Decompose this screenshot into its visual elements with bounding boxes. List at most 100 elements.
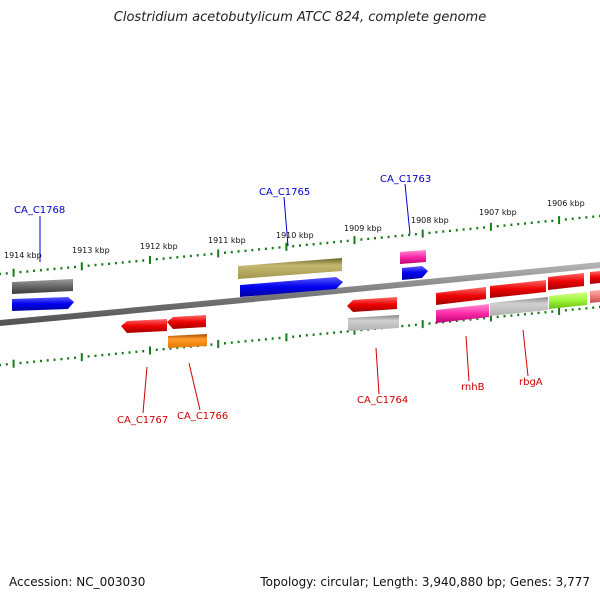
scale-tick-minor <box>346 330 349 333</box>
scale-tick-minor <box>292 335 295 338</box>
scale-tick-minor <box>428 322 431 325</box>
gene-blue-3[interactable] <box>402 266 428 280</box>
gene-rnhB[interactable] <box>436 304 489 323</box>
scale-label-1913: 1913 kbp <box>72 246 110 255</box>
scale-tick-minor <box>571 308 574 311</box>
scale-tick-minor <box>162 257 165 260</box>
accession-text: Accession: NC_003030 <box>9 575 146 589</box>
label-CA_C1765[interactable]: CA_C1765 <box>259 187 310 198</box>
scale-tick-minor <box>19 361 22 365</box>
label-CA_C1768[interactable]: CA_C1768 <box>14 205 65 216</box>
scale-tick-minor <box>114 352 117 355</box>
scale-tick-minor <box>449 229 451 233</box>
gene-red-e[interactable] <box>167 315 206 329</box>
scale-tick-major <box>489 222 492 231</box>
gene-red-f[interactable] <box>347 297 397 312</box>
gene-CA_C1768[interactable] <box>12 279 73 294</box>
scale-tick-minor <box>442 230 445 233</box>
scale-tick-minor <box>455 319 458 322</box>
gene-blue-2[interactable] <box>240 277 343 297</box>
gene-lime[interactable] <box>549 292 587 309</box>
genome-title: Clostridium acetobutylicum ATCC 824, com… <box>113 10 487 25</box>
scale-tick-minor <box>503 315 506 318</box>
gene-rbgA[interactable] <box>490 297 548 316</box>
scale-tick-minor <box>339 240 342 243</box>
scale-tick-minor <box>121 261 124 264</box>
scale-label-1912: 1912 kbp <box>140 242 178 251</box>
scale-tick-major <box>217 249 220 258</box>
scale-tick-minor <box>592 215 595 218</box>
scale-tick-minor <box>326 241 329 245</box>
scale-tick-major <box>12 268 15 277</box>
gene-CA_C1763[interactable] <box>400 250 426 264</box>
scale-tick-minor <box>401 324 404 328</box>
gene-CA_C1765[interactable] <box>238 258 342 279</box>
scale-tick-minor <box>101 353 104 357</box>
gene-CA_C1767[interactable] <box>121 319 167 333</box>
scale-tick-minor <box>326 332 329 335</box>
scale-tick-minor <box>271 246 274 250</box>
scale-tick-minor <box>312 243 315 246</box>
scale-tick-minor <box>60 267 63 270</box>
scale-tick-minor <box>60 357 63 361</box>
scale-tick-minor <box>74 265 76 269</box>
scale-tick-minor <box>469 318 472 321</box>
scale-labels: 1914 kbp 1913 kbp 1912 kbp 1911 kbp 1910… <box>4 199 585 260</box>
label-CA_C1767[interactable]: CA_C1767 <box>117 415 168 426</box>
scale-tick-minor <box>469 227 472 231</box>
scale-label-1914: 1914 kbp <box>4 251 42 260</box>
gene-red-a[interactable] <box>436 287 486 305</box>
scale-tick-minor <box>121 351 124 355</box>
label-rbgA[interactable]: rbgA <box>519 377 543 388</box>
gene-red-b[interactable] <box>490 280 546 298</box>
scale-tick-major <box>489 313 492 322</box>
scale-tick-minor <box>135 260 138 263</box>
gene-CA_C1766[interactable] <box>168 334 207 348</box>
scale-tick-minor <box>544 220 547 223</box>
scale-tick-minor <box>305 243 308 246</box>
label-rnhB[interactable]: rnhB <box>461 382 485 393</box>
scale-tick-minor <box>496 225 499 228</box>
scale-tick-minor <box>94 263 97 267</box>
scale-tick-minor <box>169 347 172 350</box>
scale-tick-minor <box>360 238 363 241</box>
scale-tick-minor <box>162 348 165 351</box>
gene-red-d[interactable] <box>590 271 600 284</box>
genome-backbone <box>0 262 600 326</box>
scale-tick-minor <box>449 320 451 323</box>
scale-tick-minor <box>210 252 213 256</box>
scale-tick-minor <box>67 357 70 360</box>
scale-label-1906: 1906 kbp <box>547 199 585 208</box>
scale-tick-minor <box>537 311 540 315</box>
scale-tick-major <box>558 307 561 315</box>
scale-tick-minor <box>176 346 179 350</box>
gene-red-c[interactable] <box>548 273 584 290</box>
scale-tick-major <box>12 359 15 368</box>
scale-tick-minor <box>155 348 158 351</box>
scale-tick-minor <box>224 251 226 254</box>
gene-CA_C1764[interactable] <box>348 315 399 331</box>
scale-tick-minor <box>544 311 547 314</box>
scale-tick-minor <box>510 314 513 317</box>
scale-tick-minor <box>224 342 226 345</box>
scale-tick-minor <box>87 355 90 358</box>
gene-salmon[interactable] <box>590 290 600 303</box>
scale-tick-minor <box>442 321 445 324</box>
outer-scale-dots <box>0 214 600 277</box>
scale-tick-minor <box>189 254 192 258</box>
scale-tick-minor <box>292 245 295 248</box>
gene-features-reverse <box>121 290 600 348</box>
scale-tick-minor <box>230 341 233 344</box>
scale-tick-minor <box>530 221 533 224</box>
scale-tick-minor <box>278 336 281 340</box>
scale-tick-minor <box>530 312 533 315</box>
gene-blue-1[interactable] <box>12 297 74 311</box>
scale-tick-minor <box>333 241 336 244</box>
label-CA_C1766[interactable]: CA_C1766 <box>177 411 228 422</box>
label-CA_C1764[interactable]: CA_C1764 <box>357 395 408 406</box>
scale-tick-minor <box>462 319 465 322</box>
scale-tick-minor <box>483 226 486 229</box>
scale-tick-minor <box>108 353 111 356</box>
label-CA_C1763[interactable]: CA_C1763 <box>380 174 431 185</box>
scale-tick-minor <box>517 313 520 317</box>
